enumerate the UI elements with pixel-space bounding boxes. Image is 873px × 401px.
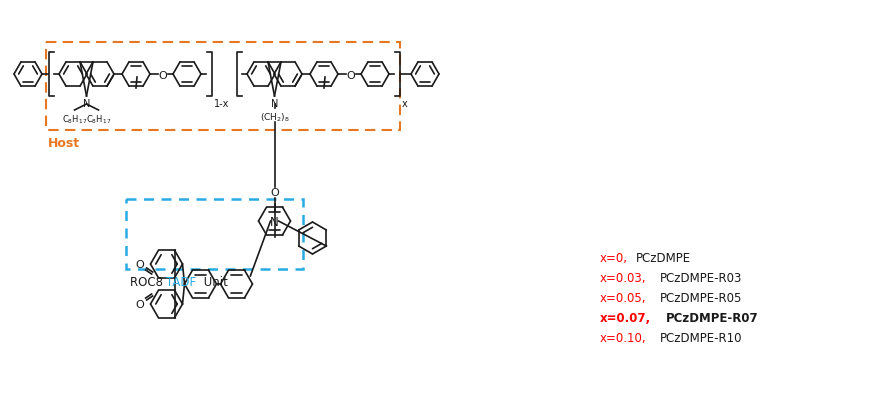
Text: PCzDMPE-R03: PCzDMPE-R03 [660,271,742,284]
Text: O: O [347,71,355,81]
Text: Host: Host [48,137,80,150]
Text: PCzDMPE: PCzDMPE [636,251,691,264]
Text: PCzDMPE-R10: PCzDMPE-R10 [660,331,743,344]
Text: O: O [135,299,144,309]
Text: 1-x: 1-x [214,99,230,109]
Text: O: O [159,71,168,81]
Text: ROC8: ROC8 [129,275,166,288]
Text: x=0.10,: x=0.10, [600,331,647,344]
Text: Unit: Unit [200,275,227,288]
Bar [46,43,400,131]
Text: (CH$_2$)$_8$: (CH$_2$)$_8$ [259,111,290,123]
Text: C$_8$H$_{17}$: C$_8$H$_{17}$ [86,113,111,125]
Text: x=0.03,: x=0.03, [600,271,647,284]
Bar [126,200,303,269]
Text: O: O [135,259,144,269]
Text: x=0,: x=0, [600,251,628,264]
Text: N: N [270,215,278,229]
Text: N: N [271,99,278,109]
Text: TADF: TADF [166,275,196,288]
Text: x=0.05,: x=0.05, [600,291,647,304]
Text: PCzDMPE-R05: PCzDMPE-R05 [660,291,742,304]
Text: PCzDMPE-R07: PCzDMPE-R07 [666,311,759,324]
Text: N: N [83,99,90,109]
Text: x=0.07,: x=0.07, [600,311,651,324]
Text: x: x [402,99,408,109]
Text: O: O [270,188,278,198]
Text: C$_8$H$_{17}$: C$_8$H$_{17}$ [62,113,87,125]
